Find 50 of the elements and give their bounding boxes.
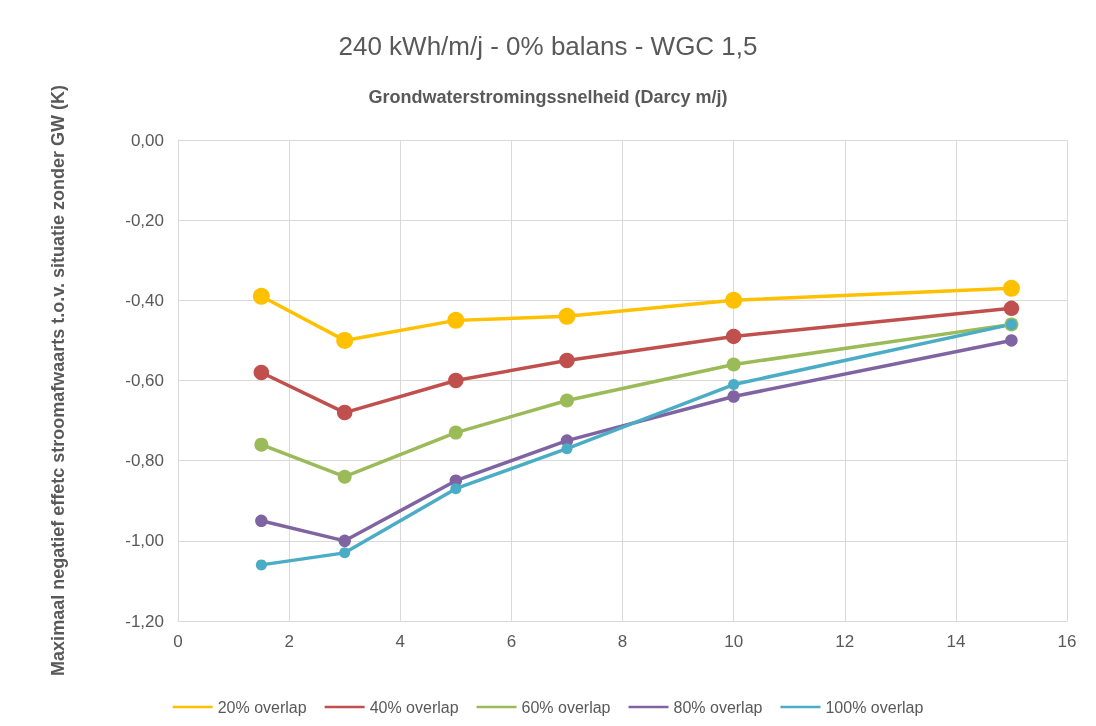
point (1005, 334, 1018, 347)
point (448, 425, 463, 440)
point (727, 390, 740, 403)
y-tick-label: -1,20 (125, 611, 164, 631)
point (561, 443, 573, 455)
y-tick-label: -0,20 (125, 210, 164, 230)
legend-label: 100% overlap (825, 698, 924, 716)
point (559, 352, 575, 369)
point (725, 291, 743, 309)
point (336, 404, 353, 421)
point (726, 357, 741, 372)
point (255, 559, 267, 571)
point (450, 483, 462, 495)
point (253, 364, 270, 381)
x-tick-label: 14 (946, 632, 966, 651)
point (447, 311, 465, 329)
point (725, 328, 742, 345)
point (254, 437, 269, 452)
point (255, 514, 268, 528)
point (339, 547, 351, 559)
point (728, 379, 740, 391)
x-tick-label: 10 (724, 632, 744, 651)
x-tick-label: 2 (284, 632, 294, 651)
point (338, 534, 351, 548)
x-tick-label: 4 (395, 632, 405, 651)
point (558, 307, 576, 325)
y-tick-label: -1,00 (125, 531, 164, 551)
x-tick-label: 8 (617, 632, 628, 651)
legend-label: 80% overlap (673, 698, 763, 716)
legend-label: 20% overlap (217, 698, 307, 716)
point (252, 287, 270, 305)
y-tick-label: -0,60 (125, 371, 164, 390)
legend-label: 40% overlap (369, 698, 459, 716)
legend-label: 60% overlap (521, 698, 611, 716)
x-tick-label: 6 (506, 632, 517, 651)
chart-title: 240 kWh/m/j - 0% balans - WGC 1,5 (338, 31, 758, 61)
x-tick-label: 0 (173, 632, 183, 651)
x-axis-title: Grondwaterstromingssnelheid (Darcy m/j) (368, 87, 728, 107)
y-tick-label: 0,00 (130, 130, 164, 150)
x-tick-label: 12 (835, 632, 855, 651)
point (1003, 300, 1020, 317)
point (337, 469, 352, 484)
y-tick-label: -0,80 (125, 451, 164, 471)
point (559, 393, 574, 408)
x-tick-label: 16 (1057, 632, 1077, 651)
y-axis-title: Maximaal negatief effetc stroomafwaarts t.o.v. situatie zonder GW (K) (48, 85, 68, 676)
y-tick-label: -0,40 (125, 290, 164, 310)
point (1002, 279, 1020, 297)
point (336, 331, 354, 349)
point (448, 372, 464, 389)
